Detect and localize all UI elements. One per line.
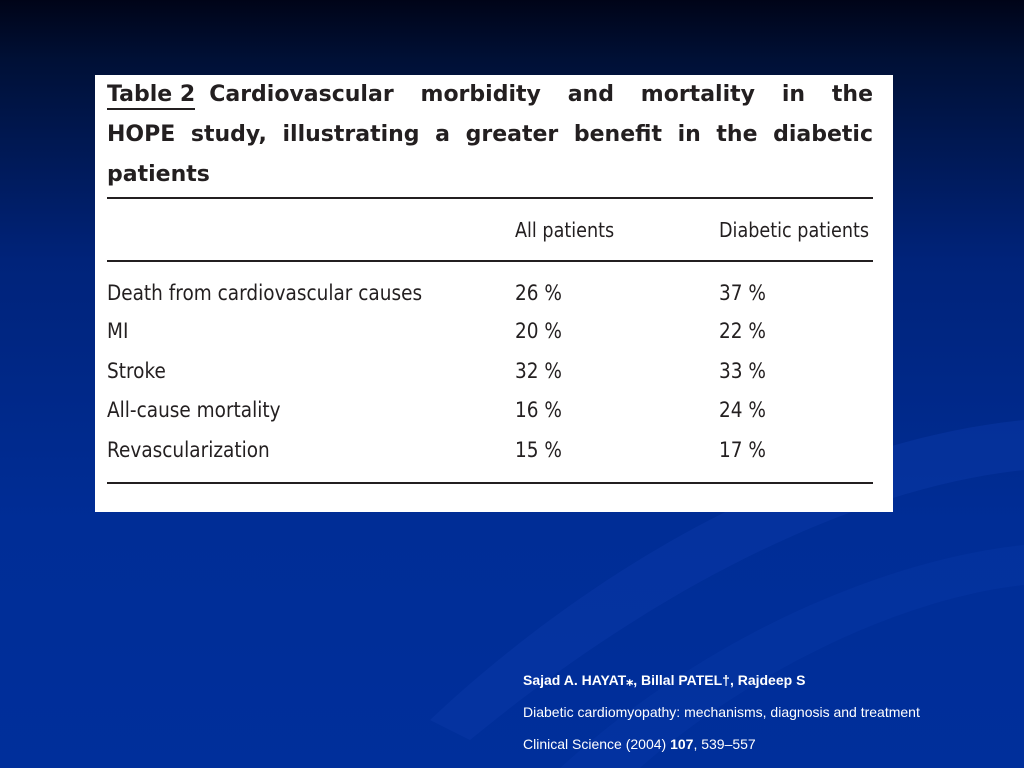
diabetic-patients-value: 17 % bbox=[719, 438, 766, 462]
citation-authors: Sajad A. HAYAT⁎, Billal PATEL†, Rajdeep … bbox=[523, 672, 806, 688]
citation: Sajad A. HAYAT⁎, Billal PATEL†, Rajdeep … bbox=[523, 664, 920, 760]
row-label: Stroke bbox=[107, 359, 166, 383]
column-header-all-patients: All patients bbox=[515, 218, 615, 242]
all-patients-value: 26 % bbox=[515, 281, 562, 305]
citation-volume: 107 bbox=[670, 736, 694, 752]
all-patients-value: 32 % bbox=[515, 359, 562, 383]
citation-journal: Clinical Science (2004) bbox=[523, 736, 671, 752]
row-label: Revascularization bbox=[107, 438, 270, 462]
data-table: Table 2 Cardiovascular morbidity and mort… bbox=[95, 75, 893, 512]
table-row: Revascularization 15 % 17 % bbox=[95, 438, 893, 468]
table-row: All-cause mortality 16 % 24 % bbox=[95, 398, 893, 428]
citation-journal-line: Clinical Science (2004) 107, 539–557 bbox=[523, 728, 920, 760]
table-caption-text: Cardiovascular morbidity and mortality i… bbox=[107, 82, 873, 187]
column-header-diabetic-patients: Diabetic patients bbox=[719, 218, 870, 242]
citation-pages: , 539–557 bbox=[693, 736, 756, 752]
table-row: Stroke 32 % 33 % bbox=[95, 359, 893, 389]
row-label: MI bbox=[107, 319, 129, 343]
table-row: MI 20 % 22 % bbox=[95, 319, 893, 349]
diabetic-patients-value: 37 % bbox=[719, 281, 766, 305]
diabetic-patients-value: 24 % bbox=[719, 398, 766, 422]
table-row: Death from cardiovascular causes 26 % 37… bbox=[95, 281, 893, 311]
diabetic-patients-value: 33 % bbox=[719, 359, 766, 383]
table-bottom-rule bbox=[107, 482, 873, 484]
table-caption: Table 2 Cardiovascular morbidity and mort… bbox=[107, 75, 873, 195]
all-patients-value: 15 % bbox=[515, 438, 562, 462]
diabetic-patients-value: 22 % bbox=[719, 319, 766, 343]
table-top-rule bbox=[107, 197, 873, 199]
row-label: Death from cardiovascular causes bbox=[107, 281, 423, 305]
citation-title: Diabetic cardiomyopathy: mechanisms, dia… bbox=[523, 704, 920, 720]
row-label: All-cause mortality bbox=[107, 398, 281, 422]
table-header-rule bbox=[107, 260, 873, 262]
all-patients-value: 20 % bbox=[515, 319, 562, 343]
all-patients-value: 16 % bbox=[515, 398, 562, 422]
table-caption-label: Table 2 bbox=[107, 75, 196, 115]
